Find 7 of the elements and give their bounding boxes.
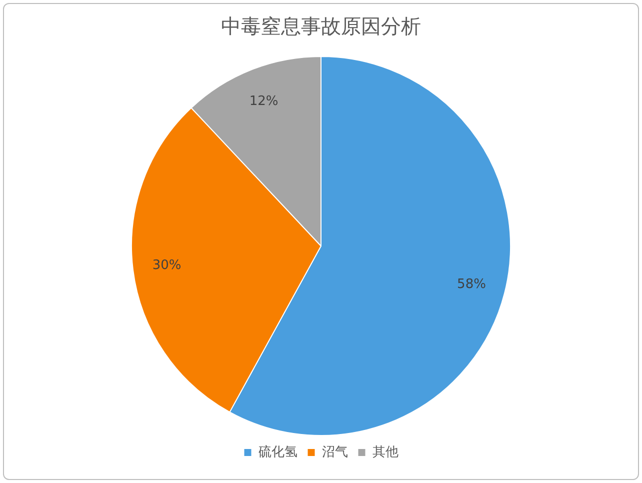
legend-label: 沼气 [322,444,348,460]
legend-label: 硫化氢 [258,444,298,460]
data-label: 30% [152,258,182,273]
legend-label: 其他 [372,444,398,460]
data-label: 58% [457,277,486,292]
chart-title: 中毒窒息事故原因分析 [221,14,421,38]
data-label: 12% [249,94,278,109]
